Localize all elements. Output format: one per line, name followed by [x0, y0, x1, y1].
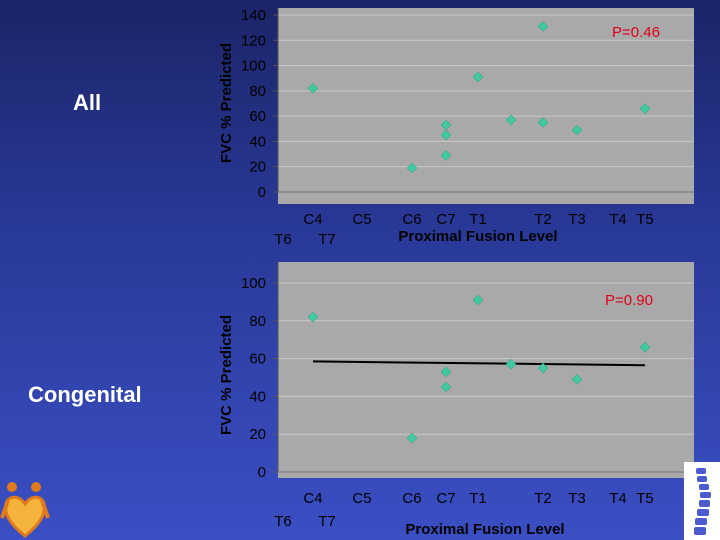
- x-tick-label: T4: [609, 211, 627, 228]
- y-tick-label: 0: [258, 184, 266, 201]
- family-heart-logo-icon: [0, 482, 50, 538]
- y-tick-label: 80: [249, 313, 266, 330]
- data-point: [537, 21, 549, 32]
- x-tick-label: T2: [534, 490, 552, 507]
- data-point: [639, 103, 651, 114]
- data-point: [639, 341, 651, 353]
- x-axis-label: Proximal Fusion Level: [398, 228, 557, 245]
- y-tick-label: 140: [241, 7, 266, 24]
- data-point: [440, 366, 452, 378]
- y-axis-label: FVC % Predicted: [218, 315, 235, 435]
- y-tick-label: 60: [249, 351, 266, 368]
- x-tick-label: C4: [303, 490, 322, 507]
- x-tick-label: T3: [568, 211, 586, 228]
- y-tick-label: 20: [249, 159, 266, 176]
- data-point: [505, 114, 517, 126]
- x-tick-label: T7: [318, 513, 336, 530]
- x-tick-label: C6: [402, 490, 421, 507]
- y-tick-label: 0: [258, 464, 266, 481]
- y-tick-label: 120: [241, 32, 266, 49]
- x-tick-label: T1: [469, 211, 487, 228]
- data-point: [472, 294, 484, 306]
- data-point: [440, 381, 452, 393]
- y-tick-label: 40: [249, 388, 266, 405]
- y-tick-label: 100: [241, 58, 266, 75]
- x-tick-label: T3: [568, 490, 586, 507]
- x-tick-label: C7: [436, 490, 455, 507]
- y-tick-label: 20: [249, 426, 266, 443]
- x-tick-label: C6: [402, 211, 421, 228]
- x-tick-label: T1: [469, 490, 487, 507]
- y-axis-label: FVC % Predicted: [218, 43, 235, 163]
- x-tick-label: T5: [636, 490, 654, 507]
- plot-area-1: [278, 262, 694, 478]
- x-tick-label: T4: [609, 490, 627, 507]
- p-value-annotation: P=0.46: [612, 24, 660, 41]
- data-point: [571, 124, 583, 136]
- spine-icon: [684, 462, 720, 540]
- x-tick-label: T7: [318, 231, 336, 248]
- x-tick-label: C7: [436, 211, 455, 228]
- data-point: [406, 162, 418, 174]
- group-label-congenital: Congenital: [28, 382, 142, 407]
- data-point: [440, 129, 452, 141]
- group-label-all: All: [73, 90, 102, 115]
- x-tick-label: T5: [636, 211, 654, 228]
- x-axis-label: Proximal Fusion Level: [405, 521, 564, 538]
- y-tick-label: 40: [249, 133, 266, 150]
- data-point: [307, 311, 319, 323]
- x-tick-label: T6: [274, 231, 292, 248]
- data-point: [307, 82, 319, 94]
- data-point: [537, 117, 549, 128]
- y-tick-label: 60: [249, 108, 266, 125]
- data-point: [537, 362, 549, 374]
- data-point: [472, 71, 484, 83]
- data-point: [440, 149, 452, 161]
- data-point: [406, 432, 418, 444]
- y-tick-label: 100: [241, 275, 266, 292]
- data-point: [571, 374, 583, 385]
- trend-line: [312, 360, 646, 367]
- data-point: [505, 358, 517, 370]
- x-tick-label: C4: [303, 211, 322, 228]
- y-tick-label: 80: [249, 83, 266, 100]
- x-tick-label: T2: [534, 211, 552, 228]
- p-value-annotation: P=0.90: [605, 292, 653, 309]
- x-tick-label: C5: [352, 490, 371, 507]
- x-tick-label: C5: [352, 211, 371, 228]
- x-tick-label: T6: [274, 513, 292, 530]
